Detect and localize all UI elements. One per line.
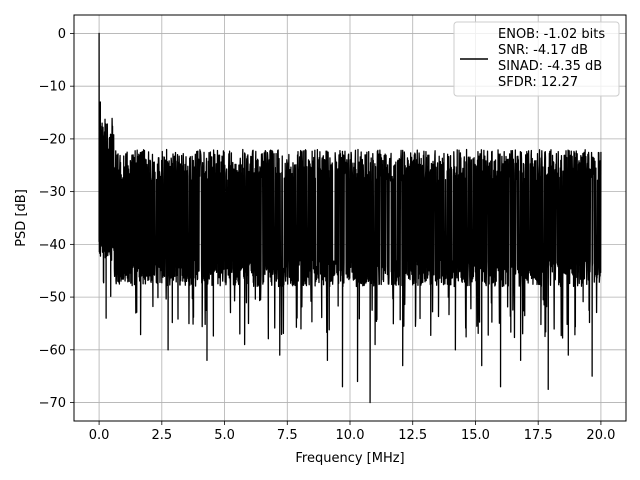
x-tick-label: 0.0 — [89, 428, 110, 443]
y-tick-label: −50 — [39, 291, 66, 306]
x-tick-label: 20.0 — [586, 428, 615, 443]
y-tick-label: −40 — [39, 238, 66, 253]
x-tick-label: 2.5 — [151, 428, 172, 443]
y-tick-label: 0 — [58, 27, 66, 42]
legend-line-4: SFDR: 12.27 — [498, 75, 578, 90]
y-tick-label: −20 — [39, 132, 66, 147]
x-tick-label: 5.0 — [214, 428, 235, 443]
x-tick-label: 10.0 — [336, 428, 365, 443]
legend-box — [453, 21, 620, 97]
y-tick-label: −10 — [39, 80, 66, 95]
y-axis-label: PSD [dB] — [14, 189, 29, 247]
legend-line-2: SNR: -4.17 dB — [498, 43, 588, 58]
x-tick-label: 15.0 — [461, 428, 490, 443]
y-tick-label: −70 — [39, 396, 66, 411]
x-tick-label: 12.5 — [398, 428, 427, 443]
psd-series-line — [98, 32, 602, 404]
x-axis-ticks: 0.0 2.5 5.0 7.5 10.0 12.5 15.0 17.5 20.0 — [89, 421, 615, 443]
legend: ENOB: -1.02 bits SNR: -4.17 dB SINAD: -4… — [453, 21, 620, 97]
legend-line-3: SINAD: -4.35 dB — [498, 59, 602, 74]
y-tick-label: −30 — [39, 185, 66, 200]
legend-line-1: ENOB: -1.02 bits — [498, 27, 605, 42]
y-tick-label: −60 — [39, 343, 66, 358]
x-tick-label: 17.5 — [524, 428, 553, 443]
x-axis-label: Frequency [MHz] — [295, 451, 404, 466]
y-axis-ticks: 0 −10 −20 −30 −40 −50 −60 −70 — [39, 27, 74, 411]
series-layer — [98, 32, 602, 404]
x-tick-label: 7.5 — [277, 428, 298, 443]
